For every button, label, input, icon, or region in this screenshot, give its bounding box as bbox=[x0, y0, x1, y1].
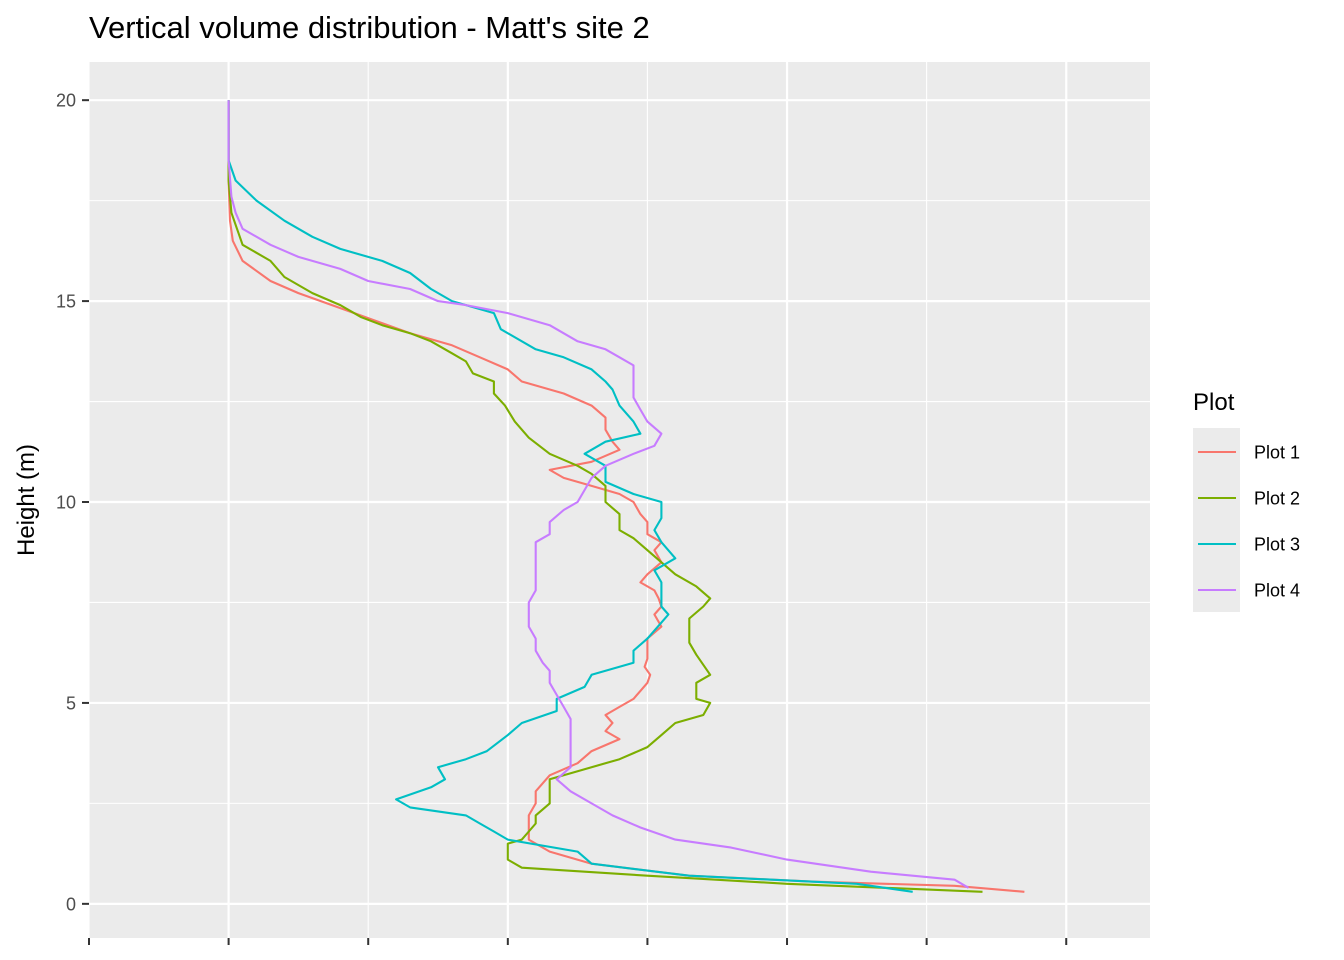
major-gridlines-y bbox=[89, 99, 1150, 905]
x-axis bbox=[88, 938, 1068, 945]
series-line-plot-1 bbox=[227, 100, 1025, 893]
y-tick-label: 5 bbox=[66, 693, 76, 713]
legend-label: Plot 4 bbox=[1254, 581, 1300, 601]
series-line-plot-2 bbox=[227, 100, 983, 893]
minor-gridlines-x bbox=[88, 62, 928, 938]
series-line-plot-4 bbox=[227, 100, 970, 889]
y-tick-label: 20 bbox=[56, 91, 76, 111]
chart-title: Vertical volume distribution - Matt's si… bbox=[89, 10, 650, 45]
y-tick-label: 15 bbox=[56, 292, 76, 312]
y-axis: 0 5 10 15 20 bbox=[56, 91, 89, 914]
minor-gridlines-y bbox=[89, 200, 1150, 804]
legend-title: Plot bbox=[1193, 389, 1235, 416]
legend-items: Plot 1 Plot 2 Plot 3 Plot 4 bbox=[1198, 443, 1300, 601]
legend-label: Plot 3 bbox=[1254, 535, 1300, 555]
legend-label: Plot 1 bbox=[1254, 443, 1300, 463]
y-tick-label: 10 bbox=[56, 493, 76, 513]
legend-label: Plot 2 bbox=[1254, 489, 1300, 509]
y-tick-label: 0 bbox=[66, 894, 76, 914]
legend-key-background bbox=[1193, 428, 1240, 612]
legend: Plot Plot 1 Plot 2 Plot 3 Plot 4 bbox=[1193, 389, 1300, 612]
series-lines bbox=[227, 100, 1025, 893]
y-axis-title: Height (m) bbox=[13, 444, 40, 556]
